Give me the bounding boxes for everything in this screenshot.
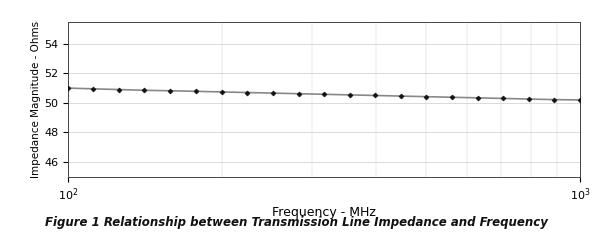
Text: Figure 1 Relationship between Transmission Line Impedance and Frequency: Figure 1 Relationship between Transmissi… [44, 217, 548, 229]
Y-axis label: Impedance Magnitude - Ohms: Impedance Magnitude - Ohms [31, 21, 41, 178]
X-axis label: Frequency - MHz: Frequency - MHz [272, 206, 376, 219]
